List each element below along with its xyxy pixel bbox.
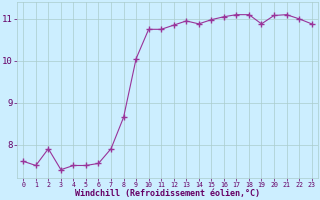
X-axis label: Windchill (Refroidissement éolien,°C): Windchill (Refroidissement éolien,°C) <box>75 189 260 198</box>
